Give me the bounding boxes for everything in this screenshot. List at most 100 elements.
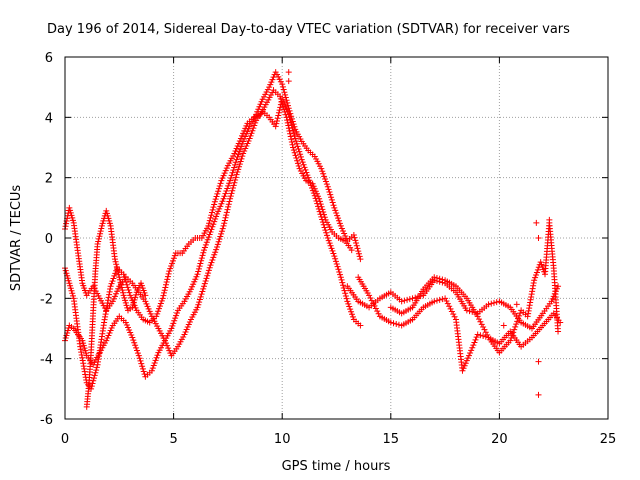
data-point-marker [114, 266, 121, 273]
data-point-marker [307, 179, 314, 186]
data-point-marker [315, 203, 322, 210]
data-point-marker [170, 255, 177, 262]
y-tick-label: -4 [40, 353, 53, 368]
data-point-marker [133, 344, 140, 351]
x-tick-label: 15 [383, 432, 400, 447]
data-point-marker [220, 195, 227, 202]
data-point-marker [229, 185, 236, 192]
data-point-marker [234, 153, 241, 160]
data-point-marker [223, 165, 230, 172]
data-point-marker [398, 298, 405, 305]
data-point-marker [197, 260, 204, 267]
data-point-marker [509, 332, 516, 339]
data-point-marker [285, 125, 292, 132]
data-point-marker [95, 238, 102, 245]
data-point-marker [330, 250, 337, 257]
data-point-marker [462, 360, 469, 367]
data-point-marker [218, 177, 225, 184]
data-point-marker [122, 297, 129, 304]
data-point-marker [439, 276, 446, 283]
y-tick-label: -2 [40, 292, 53, 307]
data-point-marker [296, 148, 303, 155]
data-point-marker [183, 326, 190, 333]
data-point-marker [517, 310, 524, 317]
data-point-marker [112, 258, 119, 265]
data-point-marker [258, 98, 265, 105]
data-point-marker [97, 228, 104, 235]
data-point-marker [324, 183, 331, 190]
data-point-marker [327, 242, 334, 249]
data-point-marker [222, 214, 229, 221]
data-point-marker [103, 337, 110, 344]
data-point-marker [444, 300, 451, 307]
data-point-marker [436, 296, 443, 303]
data-point-marker [172, 315, 179, 322]
data-point-marker [292, 135, 299, 142]
data-point-marker [156, 303, 163, 310]
data-point-marker [297, 151, 304, 158]
data-point-marker [203, 239, 210, 246]
data-point-marker [213, 193, 220, 200]
data-point-marker [79, 337, 86, 344]
data-point-marker [215, 238, 222, 245]
data-point-marker [279, 81, 286, 88]
data-point-marker [235, 166, 242, 173]
data-point-marker [206, 220, 213, 227]
data-point-marker [272, 123, 279, 130]
data-point-marker [184, 323, 191, 330]
data-point-marker [471, 339, 478, 346]
grid-lines [65, 57, 608, 419]
data-point-marker [115, 271, 122, 278]
data-point-marker [127, 292, 134, 299]
data-point-marker [130, 301, 137, 308]
data-point-marker [311, 192, 318, 199]
data-point-marker [279, 83, 286, 90]
data-point-marker [189, 283, 196, 290]
data-point-marker [354, 245, 361, 252]
data-point-marker [233, 156, 240, 163]
data-point-marker [295, 162, 302, 169]
data-point-marker [319, 168, 326, 175]
data-point-marker [213, 213, 220, 220]
data-point-marker [106, 330, 113, 337]
data-point-marker [112, 270, 119, 277]
data-point-marker [287, 119, 294, 126]
x-tick-label: 25 [600, 432, 617, 447]
data-point-marker [283, 106, 290, 113]
data-point-marker [328, 194, 335, 201]
data-point-marker [249, 127, 256, 134]
data-point-marker [187, 286, 194, 293]
data-point-marker [123, 321, 130, 328]
data-point-marker [292, 152, 299, 159]
data-point-marker [244, 128, 251, 135]
data-point-marker [155, 308, 162, 315]
data-point-marker [387, 319, 394, 326]
data-point-marker [217, 180, 224, 187]
data-point-marker [321, 173, 328, 180]
data-point-marker [531, 277, 538, 284]
data-point-marker [298, 156, 305, 163]
data-point-marker [90, 375, 97, 382]
data-point-marker [69, 290, 76, 297]
data-point-marker [210, 221, 217, 228]
data-point-marker [300, 161, 307, 168]
data-point-marker [158, 297, 165, 304]
data-point-marker [226, 180, 233, 187]
data-point-marker [480, 333, 487, 340]
data-point-marker [234, 142, 241, 149]
data-point-marker [375, 310, 382, 317]
data-point-marker [140, 368, 147, 375]
data-point-marker [152, 357, 159, 364]
data-points [62, 69, 564, 410]
data-point-marker [340, 282, 347, 289]
data-point-marker [488, 300, 495, 307]
data-point-marker [236, 161, 243, 168]
data-point-marker [285, 78, 292, 85]
data-point-marker [320, 221, 327, 228]
data-point-marker [357, 322, 364, 329]
data-point-marker [243, 130, 250, 137]
data-point-marker [289, 141, 296, 148]
data-point-marker [239, 141, 246, 148]
data-point-marker [196, 296, 203, 303]
data-point-marker [355, 248, 362, 255]
